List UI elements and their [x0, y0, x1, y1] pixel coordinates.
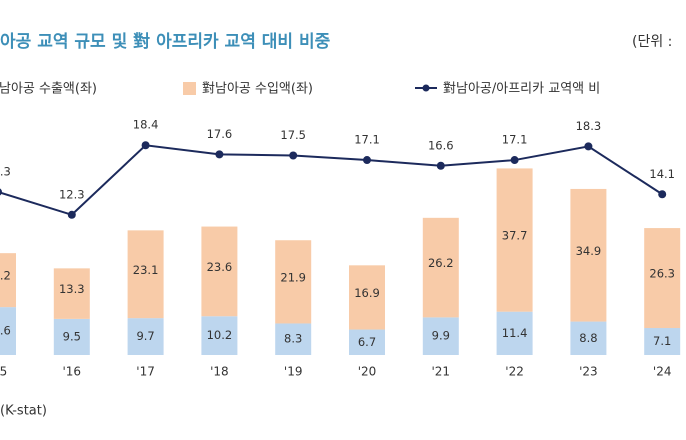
data-label: 9.9 — [432, 329, 450, 343]
bar-segment — [422, 217, 459, 318]
data-label: 14.3 — [0, 164, 11, 178]
data-label: 10.2 — [207, 328, 233, 342]
bar-segment — [201, 226, 238, 317]
legend-label: 對남아공/아프리카 교역액 비 — [443, 82, 600, 97]
bar-segment — [496, 168, 533, 312]
bar-segment — [127, 318, 164, 355]
data-label: 23.6 — [207, 260, 233, 274]
line-marker — [658, 190, 667, 199]
bar-segment — [422, 317, 459, 355]
data-label: 11.4 — [502, 326, 528, 340]
bar-segment — [0, 253, 16, 308]
data-label: 8.8 — [579, 331, 597, 345]
line-marker — [510, 156, 519, 165]
x-tick-label: '17 — [136, 365, 155, 379]
data-label: 37.7 — [502, 229, 528, 243]
line-marker — [289, 151, 298, 160]
data-label: 17.1 — [502, 133, 528, 147]
line-marker — [0, 188, 2, 196]
x-tick-label: '21 — [432, 365, 451, 379]
bar-segment — [349, 329, 385, 355]
data-label: 9.7 — [136, 329, 154, 343]
bar-segment — [570, 188, 607, 322]
line-marker — [363, 156, 371, 165]
data-label: 23.1 — [133, 263, 159, 277]
unit-note: (단위 : — [632, 34, 672, 50]
data-label: 26.3 — [649, 267, 675, 281]
legend-swatch — [183, 82, 196, 95]
data-label: 13.3 — [59, 282, 85, 296]
data-label: 34.9 — [576, 244, 602, 258]
line-marker — [141, 141, 150, 150]
x-tick-label: '20 — [358, 365, 377, 379]
data-label: 9.5 — [63, 329, 81, 343]
line-marker — [67, 210, 76, 219]
line-marker — [584, 142, 593, 151]
x-tick-label: '18 — [210, 365, 229, 379]
x-tick-label: '22 — [505, 365, 524, 379]
data-label: 16.9 — [354, 286, 380, 300]
data-label: 17.1 — [354, 133, 380, 147]
line-marker — [215, 150, 224, 159]
bar-segment — [644, 328, 681, 355]
data-label: 26.2 — [428, 256, 454, 270]
legend-label: 對남아공 수입액(좌) — [202, 82, 313, 97]
bar-segment — [275, 323, 312, 355]
source: (K-stat) — [0, 404, 47, 419]
bar-segment — [0, 307, 16, 355]
x-tick-label: '24 — [653, 365, 672, 379]
x-tick-label: '19 — [284, 365, 303, 379]
chart-title: 아공 교역 규모 및 對 아프리카 교역 대비 비중 — [0, 31, 331, 52]
data-label: 7.1 — [653, 334, 671, 348]
bar-segment — [53, 268, 90, 319]
data-label: 17.5 — [280, 128, 306, 142]
bar-segment — [53, 318, 90, 355]
bar-segment — [275, 240, 312, 324]
x-tick-label: '16 — [63, 365, 82, 379]
bar-segment — [644, 228, 681, 329]
x-tick-label: '23 — [579, 365, 598, 379]
data-label: 17.6 — [207, 127, 233, 141]
bar-segment — [127, 230, 164, 319]
data-label: 12.3 — [59, 187, 85, 201]
bar-segment — [570, 321, 607, 355]
data-label: 6.7 — [358, 335, 376, 349]
share-line — [0, 144, 663, 216]
data-label: 18.3 — [576, 119, 602, 133]
data-label: 21.9 — [280, 270, 306, 284]
data-label: 12.6 — [0, 324, 11, 338]
bar-segment — [201, 316, 238, 355]
data-label: 16.6 — [428, 138, 454, 152]
legend-label: 남아공 수출액(좌) — [0, 82, 97, 97]
data-label: 8.3 — [284, 332, 302, 346]
data-label: 14.2 — [0, 269, 11, 283]
data-label: 18.4 — [133, 118, 159, 132]
x-tick-label: '15 — [0, 365, 7, 379]
legend-marker — [422, 84, 430, 92]
data-label: 14.1 — [649, 167, 675, 181]
bar-segment — [496, 311, 533, 355]
line-marker — [436, 161, 445, 170]
bar-segment — [349, 265, 385, 330]
